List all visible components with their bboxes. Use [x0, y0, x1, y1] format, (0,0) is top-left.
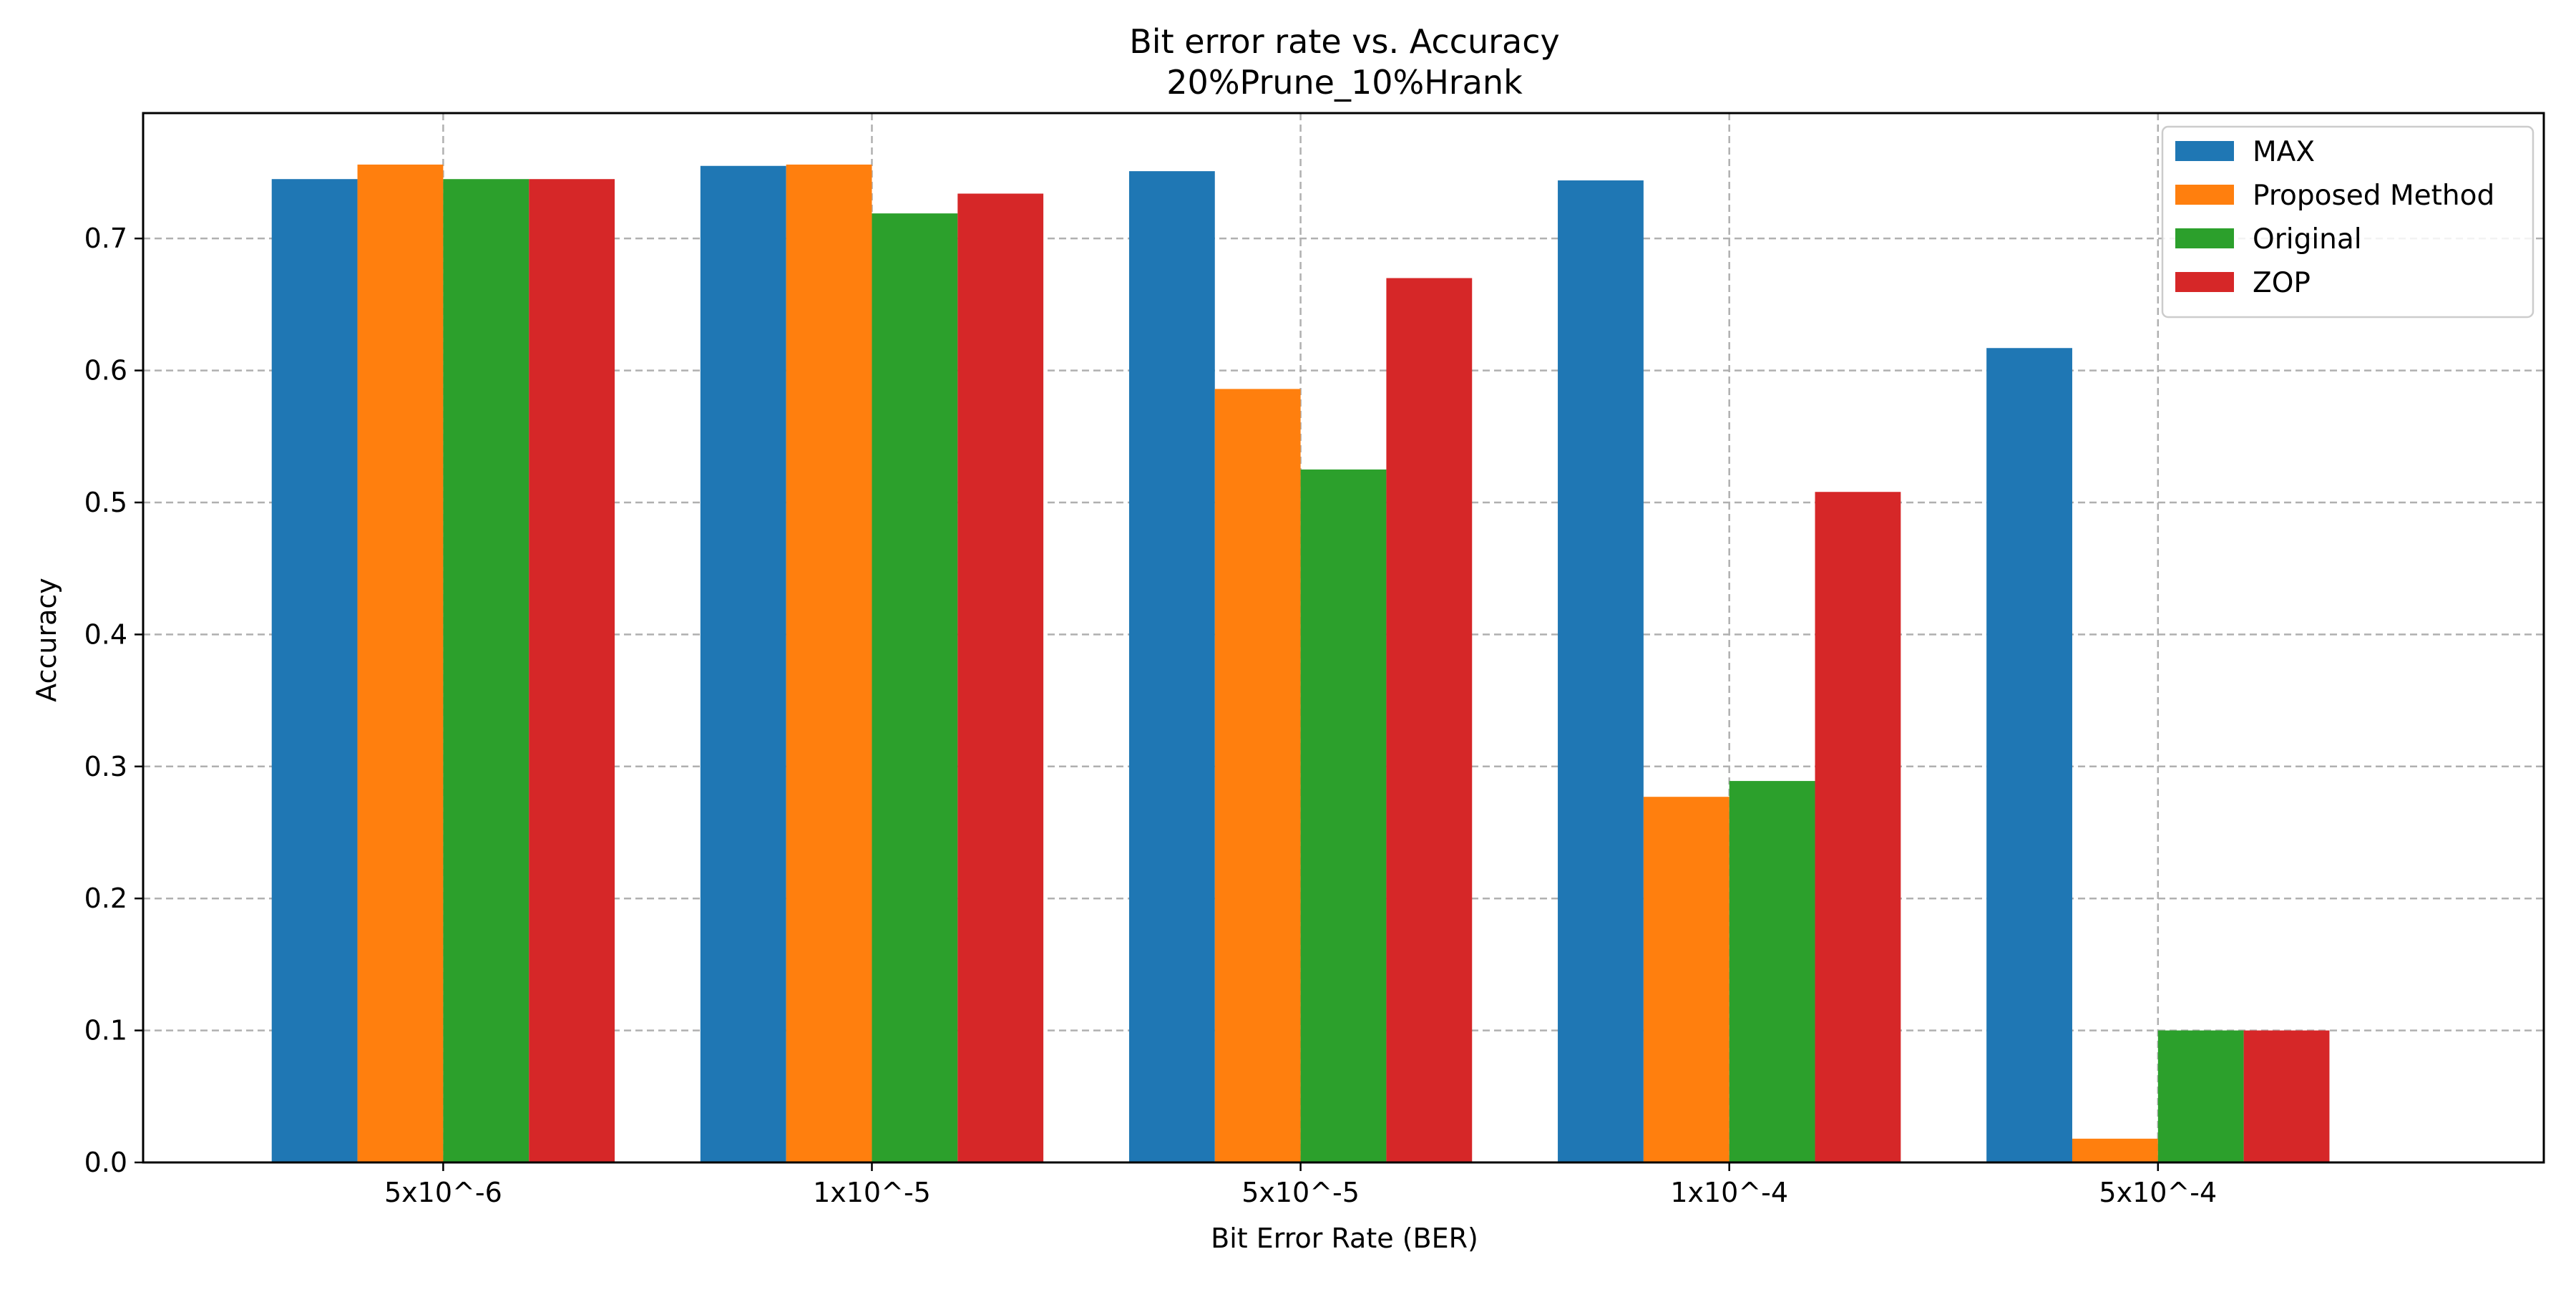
- x-tick-label: 1x10^-5: [813, 1177, 931, 1208]
- bar-proposed-method-1: [786, 164, 872, 1162]
- y-tick-label: 0.7: [84, 223, 127, 254]
- y-tick-label: 0.5: [84, 487, 127, 518]
- bar-original-3: [1729, 781, 1815, 1162]
- y-tick-label: 0.0: [84, 1147, 127, 1178]
- bar-zop-1: [957, 193, 1044, 1162]
- legend: MAX Proposed Method Original ZOP: [2161, 125, 2534, 319]
- chart-subtitle: 20%Prune_10%Hrank: [1166, 63, 1523, 102]
- legend-label-max: MAX: [2253, 136, 2315, 168]
- legend-label-original: Original: [2253, 223, 2362, 256]
- bar-max-3: [1558, 180, 1644, 1162]
- legend-swatch-max: [2175, 141, 2234, 161]
- legend-box: [2161, 125, 2534, 319]
- bar-zop-0: [529, 179, 615, 1162]
- legend-swatch-original: [2175, 228, 2234, 248]
- bars: [271, 164, 2330, 1163]
- legend-swatch-zop: [2175, 272, 2234, 292]
- bar-proposed-method-0: [357, 164, 444, 1162]
- bar-max-1: [700, 165, 786, 1163]
- bar-zop-3: [1815, 492, 1901, 1162]
- bar-original-4: [2157, 1030, 2244, 1162]
- y-tick-label: 0.3: [84, 751, 127, 782]
- bar-max-2: [1128, 171, 1215, 1163]
- y-tick-label: 0.6: [84, 355, 127, 387]
- bar-original-0: [443, 179, 530, 1162]
- y-tick-label: 0.1: [84, 1015, 127, 1046]
- bar-zop-2: [1386, 278, 1473, 1162]
- axes-frame: [142, 112, 2545, 1164]
- bar-proposed-method-2: [1214, 389, 1301, 1162]
- legend-swatch-proposed-method: [2175, 185, 2234, 205]
- bar-max-0: [271, 179, 358, 1162]
- bar-original-1: [872, 213, 958, 1163]
- bar-proposed-method-3: [1643, 797, 1729, 1162]
- y-axis-label: Accuracy: [31, 578, 62, 702]
- y-tick-label: 0.4: [84, 618, 127, 650]
- legend-label-zop: ZOP: [2253, 267, 2311, 299]
- bar-proposed-method-4: [2072, 1138, 2158, 1162]
- x-tick-label: 1x10^-4: [1670, 1177, 1788, 1208]
- ticks: 0.0 0.1 0.2 0.3 0.4 0.5 0.6 0.7 5x10^-6 1x10^-5 5x…: [84, 223, 2218, 1208]
- bar-original-2: [1300, 469, 1387, 1162]
- x-tick-label: 5x10^-6: [384, 1177, 502, 1208]
- chart-title: Bit error rate vs. Accuracy: [1129, 22, 1559, 61]
- x-tick-label: 5x10^-5: [1241, 1177, 1360, 1208]
- legend-label-proposed-method: Proposed Method: [2253, 180, 2494, 212]
- x-tick-label: 5x10^-4: [2099, 1177, 2217, 1208]
- y-tick-label: 0.2: [84, 883, 127, 914]
- bar-zop-4: [2243, 1030, 2330, 1162]
- x-axis-label: Bit Error Rate (BER): [1211, 1223, 1478, 1254]
- bar-max-4: [1986, 348, 2072, 1163]
